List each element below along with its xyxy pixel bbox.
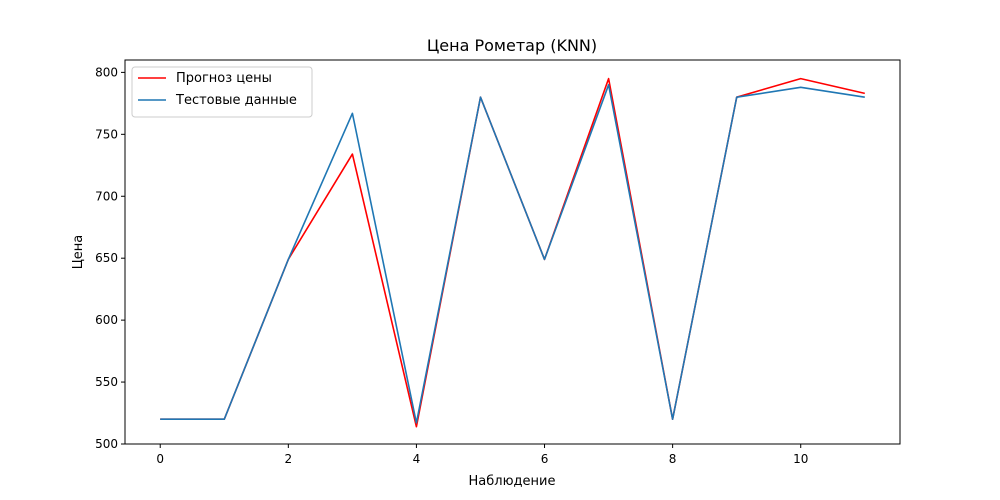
- y-tick-label: 800: [95, 65, 118, 79]
- y-tick-label: 550: [95, 375, 118, 389]
- x-tick-label: 0: [156, 452, 164, 466]
- legend: Прогноз цены Тестовые данные: [131, 66, 313, 118]
- y-tick-label: 750: [95, 127, 118, 141]
- x-tick-label: 2: [285, 452, 293, 466]
- y-axis-ticks: 500 550 600 650 700 750 800: [95, 65, 125, 451]
- legend-label-forecast: Прогноз цены: [176, 71, 272, 86]
- legend-frame: [131, 66, 313, 118]
- legend-label-test: Тестовые данные: [175, 93, 297, 108]
- series-lines: [160, 77, 865, 428]
- chart-title: Цена Рометар (KNN): [427, 36, 597, 55]
- x-tick-label: 6: [541, 452, 549, 466]
- y-axis-label: Цена: [71, 235, 86, 270]
- y-tick-label: 500: [95, 437, 118, 451]
- x-tick-label: 8: [669, 452, 677, 466]
- series-line-1: [160, 84, 865, 424]
- y-tick-label: 600: [95, 313, 118, 327]
- x-tick-label: 4: [413, 452, 421, 466]
- x-tick-label: 10: [793, 452, 808, 466]
- x-axis-ticks: 0 2 4 6 8 10: [156, 444, 808, 466]
- x-axis-label: Наблюдение: [469, 474, 556, 489]
- y-tick-label: 650: [95, 251, 118, 265]
- y-tick-label: 700: [95, 189, 118, 203]
- plot-frame: [124, 59, 901, 445]
